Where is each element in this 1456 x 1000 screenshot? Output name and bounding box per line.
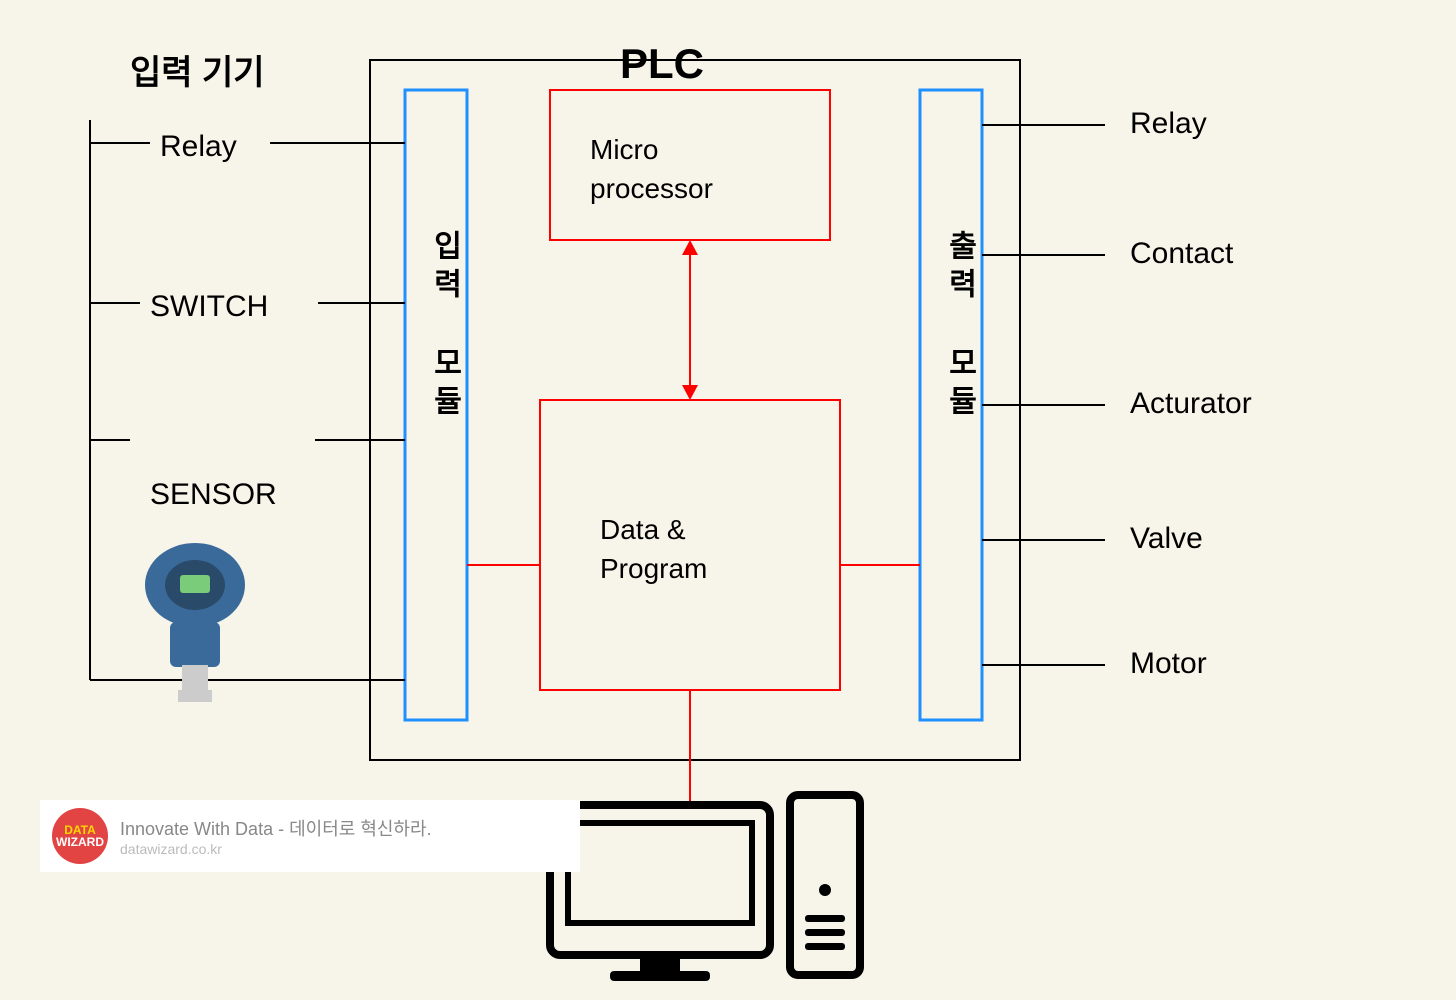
red-connectors <box>467 565 920 805</box>
input-label-0: Relay <box>160 130 237 164</box>
output-label-2: Acturator <box>1130 387 1252 421</box>
output-label-4: Motor <box>1130 647 1207 681</box>
input-label-2: SENSOR <box>150 478 277 512</box>
plc-title: PLC <box>620 40 704 88</box>
output-label-1: Contact <box>1130 237 1233 271</box>
input-devices-title: 입력 기기 <box>130 45 265 94</box>
double-arrow <box>682 240 698 400</box>
output-lines <box>982 125 1105 665</box>
output-module-label: 출력 모듈 <box>937 230 981 423</box>
logo-area: DATA WIZARD Innovate With Data - 데이터로 혁신… <box>40 800 580 872</box>
logo-sub-text: datawizard.co.kr <box>120 841 432 857</box>
logo-main-text: Innovate With Data - 데이터로 혁신하라. <box>120 815 432 841</box>
sensor-device-icon <box>145 543 245 702</box>
microprocessor-label: Microprocessor <box>590 130 713 208</box>
input-label-1: SWITCH <box>150 290 268 324</box>
logo-badge-icon: DATA WIZARD <box>52 808 108 864</box>
input-lines <box>90 120 405 680</box>
output-label-0: Relay <box>1130 107 1207 141</box>
input-module-label: 입력 모듈 <box>422 230 466 423</box>
computer-icon <box>550 795 860 981</box>
output-label-3: Valve <box>1130 522 1203 556</box>
data-program-label: Data &Program <box>600 510 707 588</box>
